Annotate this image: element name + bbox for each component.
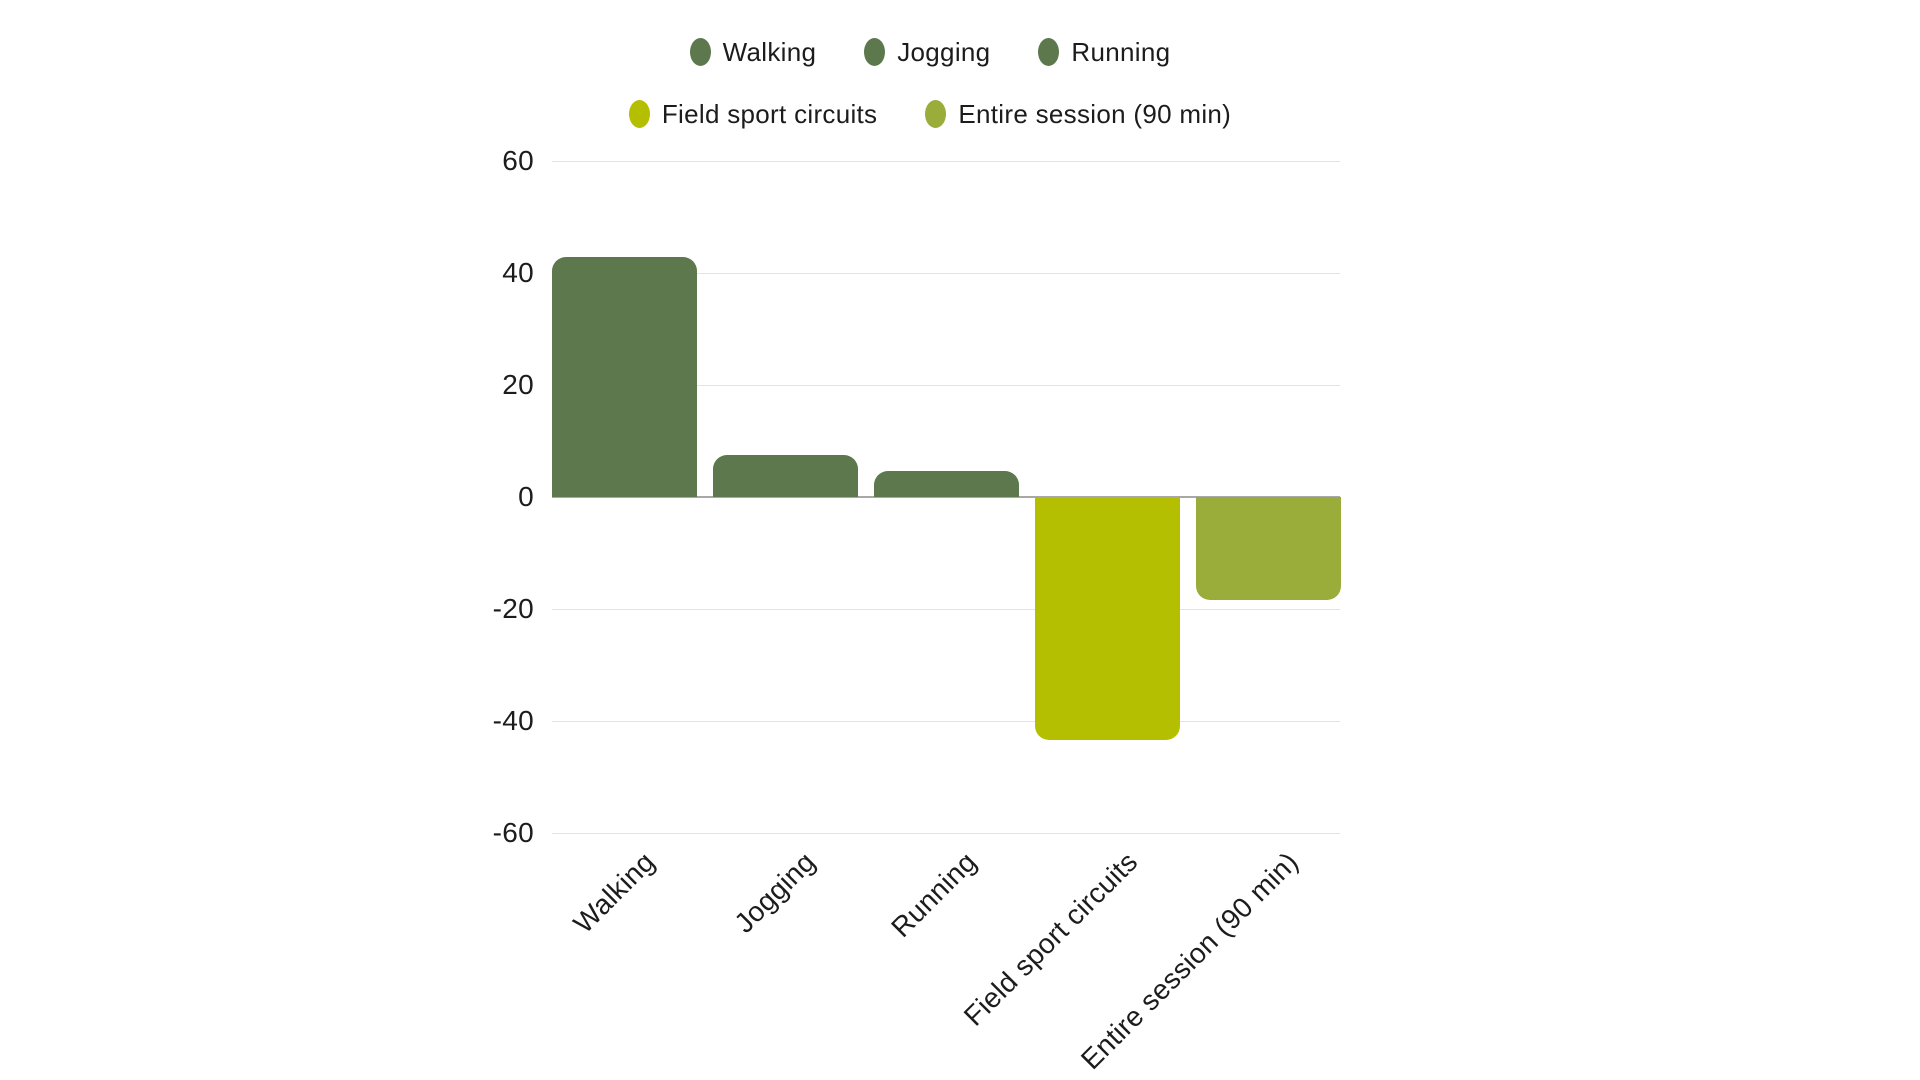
bar-walking	[552, 257, 697, 497]
legend-label-entire-session-90-min: Entire session (90 min)	[958, 99, 1232, 129]
bar-running	[874, 471, 1019, 497]
y-tick-label--60: -60	[492, 817, 534, 848]
legend-item-entire-session-90-min: Entire session (90 min)	[925, 99, 1231, 129]
legend-item-running: Running	[1038, 37, 1170, 67]
gridline-y-60	[552, 160, 1340, 162]
y-tick-label--20: -20	[492, 593, 534, 624]
x-label-jogging: Jogging	[728, 846, 822, 939]
bar-entire-session-90-min	[1196, 497, 1341, 601]
x-label-field-sport-circuits: Field sport circuits	[957, 846, 1144, 1032]
legend-item-field-sport-circuits: Field sport circuits	[628, 99, 878, 129]
legend-label-walking: Walking	[722, 37, 817, 67]
plot-area	[552, 160, 1341, 834]
legend-row-1: Walking Jogging Running	[370, 37, 1490, 67]
y-tick-label-40: 40	[502, 257, 534, 288]
gridline-y--40	[552, 720, 1340, 722]
legend-row-2: Field sport circuits Entire session (90 m…	[370, 99, 1490, 129]
legend-label-running: Running	[1071, 37, 1171, 67]
bar-field-sport-circuits	[1035, 497, 1180, 741]
legend-item-walking: Walking	[689, 37, 817, 67]
legend-marker-icon-walking	[689, 38, 711, 66]
y-tick-label-60: 60	[502, 145, 534, 176]
y-tick-label-20: 20	[502, 369, 534, 400]
y-tick-label-0: 0	[518, 481, 534, 512]
legend-item-jogging: Jogging	[864, 37, 990, 67]
legend-marker-icon-running	[1038, 38, 1060, 66]
x-label-walking: Walking	[567, 846, 661, 940]
legend-label-jogging: Jogging	[897, 37, 991, 67]
legend-marker-icon-entire-session-90-min	[925, 100, 947, 128]
gridline-y-20	[552, 384, 1340, 386]
gridline-y-40	[552, 272, 1340, 274]
bar-jogging	[713, 455, 858, 497]
legend-marker-icon-jogging	[864, 38, 886, 66]
y-tick-label--40: -40	[492, 705, 534, 736]
legend-label-field-sport-circuits: Field sport circuits	[661, 99, 878, 129]
zero-baseline	[552, 496, 1340, 498]
gridline-y--60	[552, 832, 1340, 834]
legend-marker-icon-field-sport-circuits	[628, 100, 650, 128]
x-label-running: Running	[885, 846, 983, 944]
gridline-y--20	[552, 608, 1340, 610]
